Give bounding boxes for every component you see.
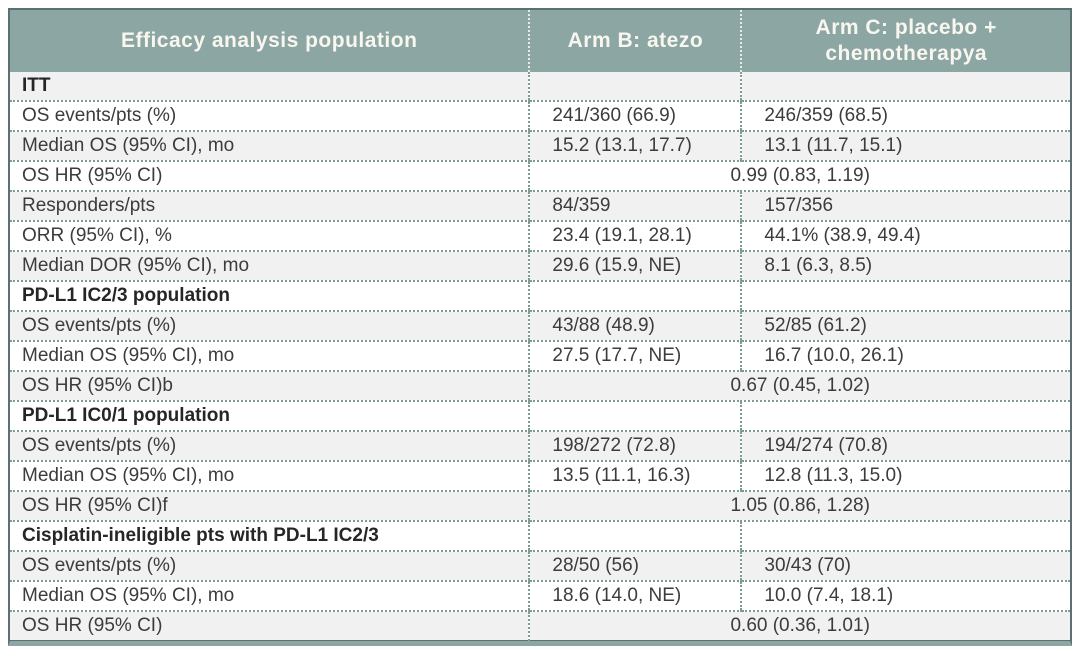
arm-b-value-cell: 28/50 (56) [528,551,742,582]
arm-c-value-cell: 44.1% (38.9, 49.4) [740,221,1070,252]
column-header-arm-b: Arm B: atezo [528,10,742,72]
pooled-value-cell: 0.60 (0.36, 1.01) [528,611,1070,641]
table-body: ITT OS events/pts (%) 241/360 (66.9) 246/35… [10,72,1070,641]
arm-b-value-cell: 18.6 (14.0, NE) [528,581,742,612]
row-label-cell: Median OS (95% CI), mo [10,131,530,162]
row-label-cell: Cisplatin-ineligible pts with PD-L1 IC2/… [10,521,530,552]
table-row: ORR (95% CI), % 23.4 (19.1, 28.1) 44.1% (3… [10,221,1070,252]
table-row: OS HR (95% CI) 0.99 (0.83, 1.19) [10,161,1070,192]
arm-c-value-cell: 13.1 (11.7, 15.1) [740,131,1070,162]
efficacy-table-container: Efficacy analysis population Arm B: atez… [8,8,1072,646]
table-row: OS HR (95% CI)b 0.67 (0.45, 1.02) [10,371,1070,402]
table-row: OS HR (95% CI) 0.60 (0.36, 1.01) [10,611,1070,641]
table-row: OS events/pts (%) 43/88 (48.9) 52/85 (61.2… [10,311,1070,342]
table-row: Median OS (95% CI), mo 15.2 (13.1, 17.7) 1… [10,131,1070,162]
row-label-cell: OS HR (95% CI) [22,614,163,636]
arm-c-value-cell: 12.8 (11.3, 15.0) [740,461,1070,492]
row-label-cell: Responders/pts [10,191,530,222]
row-label-cell: PD-L1 IC0/1 population [10,401,530,432]
arm-c-value-cell: 10.0 (7.4, 18.1) [740,581,1070,612]
row-label-cell: OS events/pts (%) [10,101,530,132]
section-row: ITT [10,72,1070,102]
table-row: Median OS (95% CI), mo 13.5 (11.1, 16.3) 1… [10,461,1070,492]
efficacy-table: Efficacy analysis population Arm B: atez… [10,10,1070,641]
arm-b-value-cell: 198/272 (72.8) [528,431,742,462]
arm-b-value-cell: 43/88 (48.9) [528,311,742,342]
pooled-value-cell: 1.05 (0.86, 1.28) [528,491,1070,522]
arm-b-value-cell: 23.4 (19.1, 28.1) [528,221,742,252]
arm-c-value-cell [740,401,1070,432]
header-row: Efficacy analysis population Arm B: atez… [10,10,1070,72]
arm-c-value-cell: 30/43 (70) [740,551,1070,582]
table-row: Median OS (95% CI), mo 27.5 (17.7, NE) 16.… [10,341,1070,372]
row-label-cell: Median OS (95% CI), mo [10,341,530,372]
arm-c-value-cell: 246/359 (68.5) [740,101,1070,132]
arm-b-value-cell: 27.5 (17.7, NE) [528,341,742,372]
row-label-cell: OS events/pts (%) [10,431,530,462]
arm-c-value-cell: 52/85 (61.2) [740,311,1070,342]
row-label-cell: OS HR (95% CI)f [10,491,530,522]
arm-b-value-cell: 84/359 [528,191,742,222]
arm-b-value-cell: 13.5 (11.1, 16.3) [528,461,742,492]
row-label-cell: Median OS (95% CI), mo [10,461,530,492]
table-row: OS events/pts (%) 241/360 (66.9) 246/359 (… [10,101,1070,132]
arm-c-value-cell [740,72,1070,102]
table-row: Responders/pts 84/359 157/356 [10,191,1070,222]
row-label-cell: ITT [10,72,530,102]
row-label-cell: OS HR (95% CI) [10,161,530,192]
arm-c-value-cell [740,281,1070,312]
table-row: Median OS (95% CI), mo 18.6 (14.0, NE) 10.… [10,581,1070,612]
section-row: PD-L1 IC2/3 population [10,281,1070,312]
row-label-cell: OS HR (95% CI)b [10,371,530,402]
arm-b-value-cell: 29.6 (15.9, NE) [528,251,742,282]
arm-b-value-cell [528,72,742,102]
row-label-cell: ORR (95% CI), % [10,221,530,252]
row-label-cell: PD-L1 IC2/3 population [10,281,530,312]
section-row: Cisplatin-ineligible pts with PD-L1 IC2/… [10,521,1070,552]
row-label-cell: Median OS (95% CI), mo [10,581,530,612]
table-row: OS events/pts (%) 28/50 (56) 30/43 (70) [10,551,1070,582]
arm-c-value-cell [740,521,1070,552]
pooled-value-cell: 0.99 (0.83, 1.19) [528,161,1070,192]
arm-c-value-cell: 16.7 (10.0, 26.1) [740,341,1070,372]
row-label-cell: Median DOR (95% CI), mo [10,251,530,282]
column-header-arm-c: Arm C: placebo + chemotherapya [740,10,1070,72]
arm-b-value-cell [528,281,742,312]
column-header-population: Efficacy analysis population [10,10,530,72]
arm-b-value-cell [528,521,742,552]
arm-b-value-cell [528,401,742,432]
table-row: OS events/pts (%) 198/272 (72.8) 194/274 (… [10,431,1070,462]
table-header: Efficacy analysis population Arm B: atez… [10,10,1070,72]
section-row: PD-L1 IC0/1 population [10,401,1070,432]
row-label-cell: OS events/pts (%) [10,551,530,582]
arm-b-value-cell: 15.2 (13.1, 17.7) [528,131,742,162]
arm-b-value-cell: 241/360 (66.9) [528,101,742,132]
arm-c-value-cell: 8.1 (6.3, 8.5) [740,251,1070,282]
row-label-cell: OS events/pts (%) [10,311,530,342]
arm-c-value-cell: 157/356 [740,191,1070,222]
table-row: OS HR (95% CI)f 1.05 (0.86, 1.28) [10,491,1070,522]
arm-c-value-cell: 194/274 (70.8) [740,431,1070,462]
pooled-value-cell: 0.67 (0.45, 1.02) [528,371,1070,402]
table-row: Median DOR (95% CI), mo 29.6 (15.9, NE) 8.… [10,251,1070,282]
